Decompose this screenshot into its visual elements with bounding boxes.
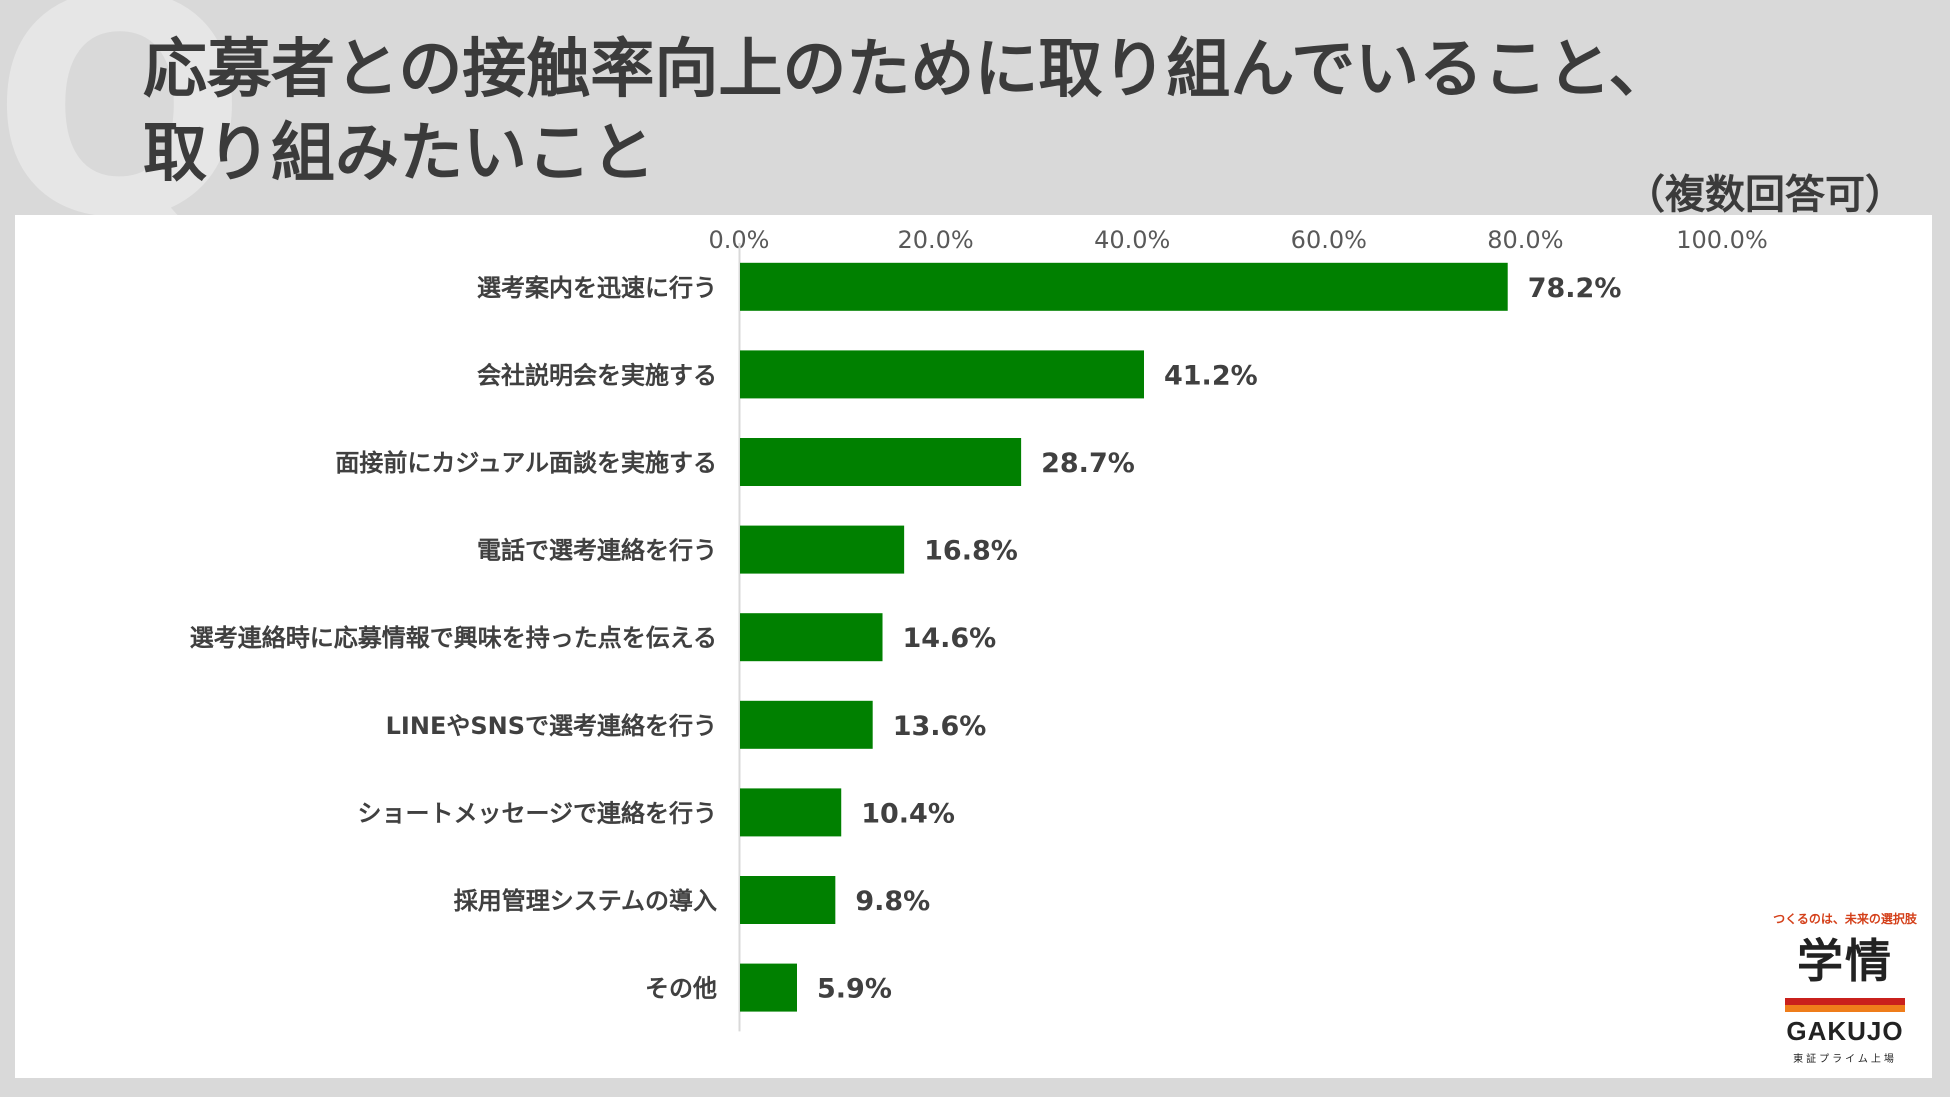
value-label: 16.8% bbox=[924, 536, 1018, 567]
category-label: 選考案内を迅速に行う bbox=[477, 274, 717, 302]
value-label: 10.4% bbox=[861, 798, 955, 829]
bar bbox=[740, 963, 797, 1012]
category-label: 面接前にカジュアル面談を実施する bbox=[335, 449, 717, 477]
bar bbox=[740, 876, 836, 924]
category-label: その他 bbox=[645, 975, 717, 1003]
category-label: LINEやSNSで選考連絡を行う bbox=[386, 712, 717, 740]
x-tick-label: 60.0% bbox=[1291, 226, 1367, 254]
value-label: 13.6% bbox=[893, 711, 987, 742]
multiple-answer-note: （複数回答可） bbox=[1625, 172, 1905, 218]
page-title: 応募者との接触率向上のために取り組んでいること、 取り組みたいこと bbox=[143, 28, 1843, 196]
logo-color-bar bbox=[1785, 998, 1905, 1012]
x-tick-label: 20.0% bbox=[897, 226, 973, 254]
value-label: 78.2% bbox=[1528, 273, 1622, 304]
bar bbox=[740, 613, 883, 662]
category-label: 選考連絡時に応募情報で興味を持った点を伝える bbox=[190, 624, 717, 652]
value-label: 5.9% bbox=[817, 974, 892, 1005]
x-tick-label: 100.0% bbox=[1676, 226, 1768, 254]
logo-listing-note: 東証プライム上場 bbox=[1793, 1054, 1897, 1065]
x-tick-label: 80.0% bbox=[1487, 226, 1563, 254]
bar bbox=[740, 262, 1508, 311]
category-label: 電話で選考連絡を行う bbox=[477, 537, 717, 565]
logo-wordmark: GAKUJO bbox=[1786, 1016, 1904, 1046]
bar bbox=[740, 438, 1022, 486]
x-tick-label: 40.0% bbox=[1094, 226, 1170, 254]
category-label: ショートメッセージで連絡を行う bbox=[357, 799, 717, 827]
bar bbox=[740, 788, 842, 837]
category-label: 採用管理システムの導入 bbox=[454, 887, 717, 915]
bar bbox=[740, 525, 905, 574]
bar-chart: 0.0% 20.0% 40.0% 60.0% 80.0% 100.0%選考案内を迅速に行う… bbox=[190, 226, 1768, 1032]
value-label: 14.6% bbox=[903, 623, 997, 654]
chart-panel: 0.0% 20.0% 40.0% 60.0% 80.0% 100.0% 選考案内を迅速に行う… bbox=[15, 215, 1932, 1078]
value-label: 28.7% bbox=[1041, 448, 1135, 479]
bar bbox=[740, 700, 873, 749]
title-line-1: 応募者との接触率向上のために取り組んでいること、 bbox=[143, 33, 1673, 107]
value-label: 9.8% bbox=[855, 886, 930, 917]
logo-tagline: つくるのは、未来の選択肢 bbox=[1773, 912, 1917, 926]
value-label: 41.2% bbox=[1164, 360, 1258, 391]
bar bbox=[740, 350, 1144, 399]
category-label: 会社説明会を実施する bbox=[477, 361, 717, 389]
logo-kanji: 学情 bbox=[1797, 934, 1893, 988]
title-line-2: 取り組みたいこと bbox=[143, 117, 655, 191]
